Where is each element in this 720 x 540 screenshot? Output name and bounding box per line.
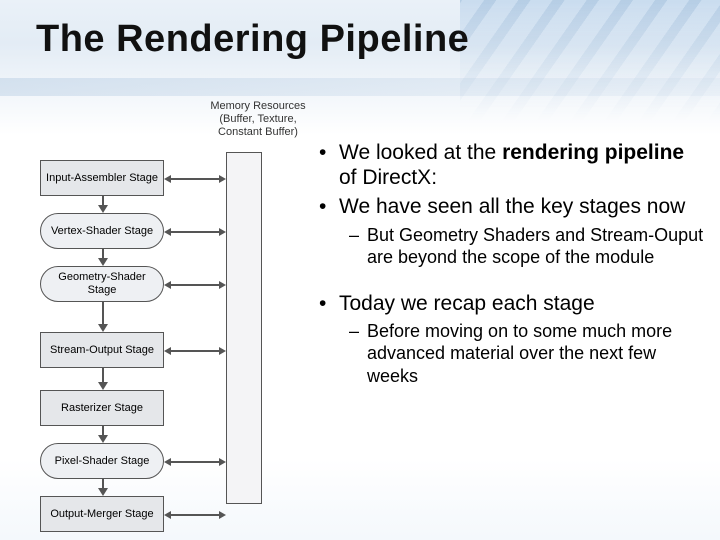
stage-vs: Vertex-Shader Stage [40,213,164,249]
content-area: Memory Resources (Buffer, Texture, Const… [0,100,720,540]
bi-arrow-head-right-icon [219,347,226,355]
stage-ps: Pixel-Shader Stage [40,443,164,479]
arrow-stem [102,302,104,326]
bi-arrow-head-left-icon [164,175,171,183]
bullet-lvl2: But Geometry Shaders and Stream-Ouput ar… [315,224,705,269]
stage-so: Stream-Output Stage [40,332,164,368]
arrow-head-icon [98,205,108,213]
bullet-lvl1: We looked at the rendering pipeline of D… [315,140,705,190]
memory-label-line1: Memory Resources [198,100,318,113]
arrow-head-icon [98,324,108,332]
stage-om: Output-Merger Stage [40,496,164,532]
bi-arrow-line [170,284,220,286]
bi-arrow-head-left-icon [164,458,171,466]
bi-arrow-head-left-icon [164,511,171,519]
bi-arrow-head-right-icon [219,175,226,183]
memory-label: Memory Resources (Buffer, Texture, Const… [198,100,318,140]
bullet-lvl2: Before moving on to some much more advan… [315,320,705,388]
bullet-list: We looked at the rendering pipeline of D… [315,140,705,391]
memory-label-line3: Constant Buffer) [198,126,318,139]
bi-arrow-line [170,461,220,463]
bi-arrow-line [170,178,220,180]
page-title: The Rendering Pipeline [36,18,469,61]
stage-ia: Input-Assembler Stage [40,160,164,196]
bi-arrow-line [170,231,220,233]
bi-arrow-head-left-icon [164,281,171,289]
arrow-head-icon [98,488,108,496]
memory-resources-rect [226,152,262,504]
bi-arrow-head-right-icon [219,281,226,289]
bullet-lvl1: Today we recap each stage [315,291,705,316]
bi-arrow-head-left-icon [164,347,171,355]
bi-arrow-line [170,514,220,516]
pipeline-diagram: Memory Resources (Buffer, Texture, Const… [18,100,298,520]
bi-arrow-head-right-icon [219,511,226,519]
bullet-lvl1: We have seen all the key stages now [315,194,705,219]
slide: The Rendering Pipeline Memory Resources … [0,0,720,540]
arrow-head-icon [98,435,108,443]
stage-gs: Geometry-Shader Stage [40,266,164,302]
arrow-head-icon [98,258,108,266]
stage-rs: Rasterizer Stage [40,390,164,426]
arrow-head-icon [98,382,108,390]
bi-arrow-head-left-icon [164,228,171,236]
memory-label-line2: (Buffer, Texture, [198,113,318,126]
bi-arrow-head-right-icon [219,458,226,466]
bullet-gap [315,273,705,291]
bi-arrow-line [170,350,220,352]
header-band [0,78,720,96]
bi-arrow-head-right-icon [219,228,226,236]
